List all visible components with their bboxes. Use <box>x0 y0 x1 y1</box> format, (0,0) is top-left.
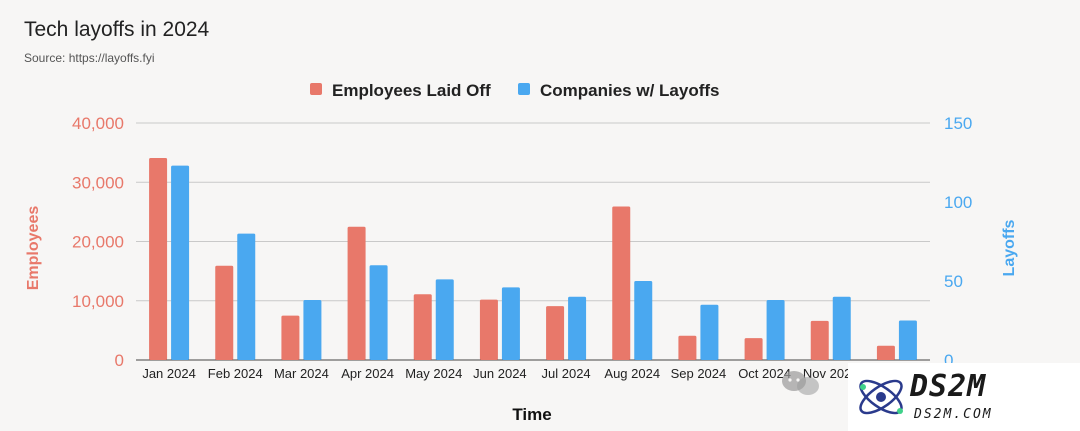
x-tick-label: Mar 2024 <box>274 366 329 381</box>
bar-employees <box>479 299 498 360</box>
bar-companies <box>237 233 256 360</box>
legend-swatch-companies <box>518 83 530 95</box>
bar-companies <box>435 279 454 360</box>
legend: Employees Laid Off Companies w/ Layoffs <box>310 81 719 100</box>
y-axis-title-right: Layoffs <box>1001 219 1018 276</box>
tick-labels: 0 10,000 20,000 30,000 40,000 0 50 100 150 Jan 20… <box>72 114 972 381</box>
watermark-brand: DS2M <box>910 369 987 404</box>
bar-companies <box>369 265 388 360</box>
y-tick-left: 30,000 <box>72 173 124 192</box>
y-tick-left: 10,000 <box>72 292 124 311</box>
bars <box>149 157 917 360</box>
x-tick-label: May 2024 <box>405 366 462 381</box>
bar-employees <box>678 335 697 360</box>
y-tick-right: 150 <box>944 114 972 133</box>
bar-companies <box>832 296 851 360</box>
x-tick-label: Jun 2024 <box>473 366 527 381</box>
bar-employees <box>876 345 895 360</box>
bar-employees <box>810 320 829 360</box>
x-tick-label: Sep 2024 <box>671 366 727 381</box>
bar-companies <box>766 299 785 360</box>
bar-employees <box>281 315 300 360</box>
chat-bubbles-icon <box>782 371 819 395</box>
x-tick-label: Feb 2024 <box>208 366 263 381</box>
bar-employees <box>215 265 234 360</box>
chart-subtitle: Source: https://layoffs.fyi <box>24 51 155 65</box>
legend-label-employees: Employees Laid Off <box>332 81 491 100</box>
bar-companies <box>171 165 190 360</box>
y-tick-left: 0 <box>115 351 124 370</box>
watermark-domain: DS2M.COM <box>914 407 993 422</box>
y-tick-right: 50 <box>944 272 963 291</box>
x-tick-label: Jan 2024 <box>142 366 196 381</box>
legend-label-companies: Companies w/ Layoffs <box>540 81 719 100</box>
bar-employees <box>347 226 366 360</box>
bar-companies <box>568 296 587 360</box>
chart-title: Tech layoffs in 2024 <box>24 18 210 41</box>
x-tick-label: Nov 2024 <box>803 366 859 381</box>
y-tick-right: 0 <box>944 351 953 370</box>
atom-orbit-icon <box>859 379 903 415</box>
bar-companies <box>634 281 653 360</box>
y-tick-right: 100 <box>944 193 972 212</box>
x-tick-label: Aug 2024 <box>604 366 660 381</box>
bar-employees <box>413 294 432 360</box>
x-tick-label: Apr 2024 <box>341 366 394 381</box>
bar-companies <box>303 299 322 360</box>
bar-employees <box>744 338 763 360</box>
bar-companies <box>700 304 719 360</box>
bar-employees <box>612 206 631 360</box>
bar-employees <box>149 157 168 360</box>
grid-lines <box>136 122 930 361</box>
y-tick-left: 20,000 <box>72 233 124 252</box>
x-tick-label: Oct 2024 <box>738 366 791 381</box>
bar-employees <box>546 306 565 360</box>
bar-companies <box>501 287 520 360</box>
legend-swatch-employees <box>310 83 322 95</box>
x-axis-title: Time <box>512 405 551 424</box>
y-tick-left: 40,000 <box>72 114 124 133</box>
x-tick-label: Jul 2024 <box>542 366 591 381</box>
bar-companies <box>898 320 917 360</box>
watermark: DS2M DS2M.COM <box>848 363 1080 431</box>
y-axis-title-left: Employees <box>25 206 42 291</box>
